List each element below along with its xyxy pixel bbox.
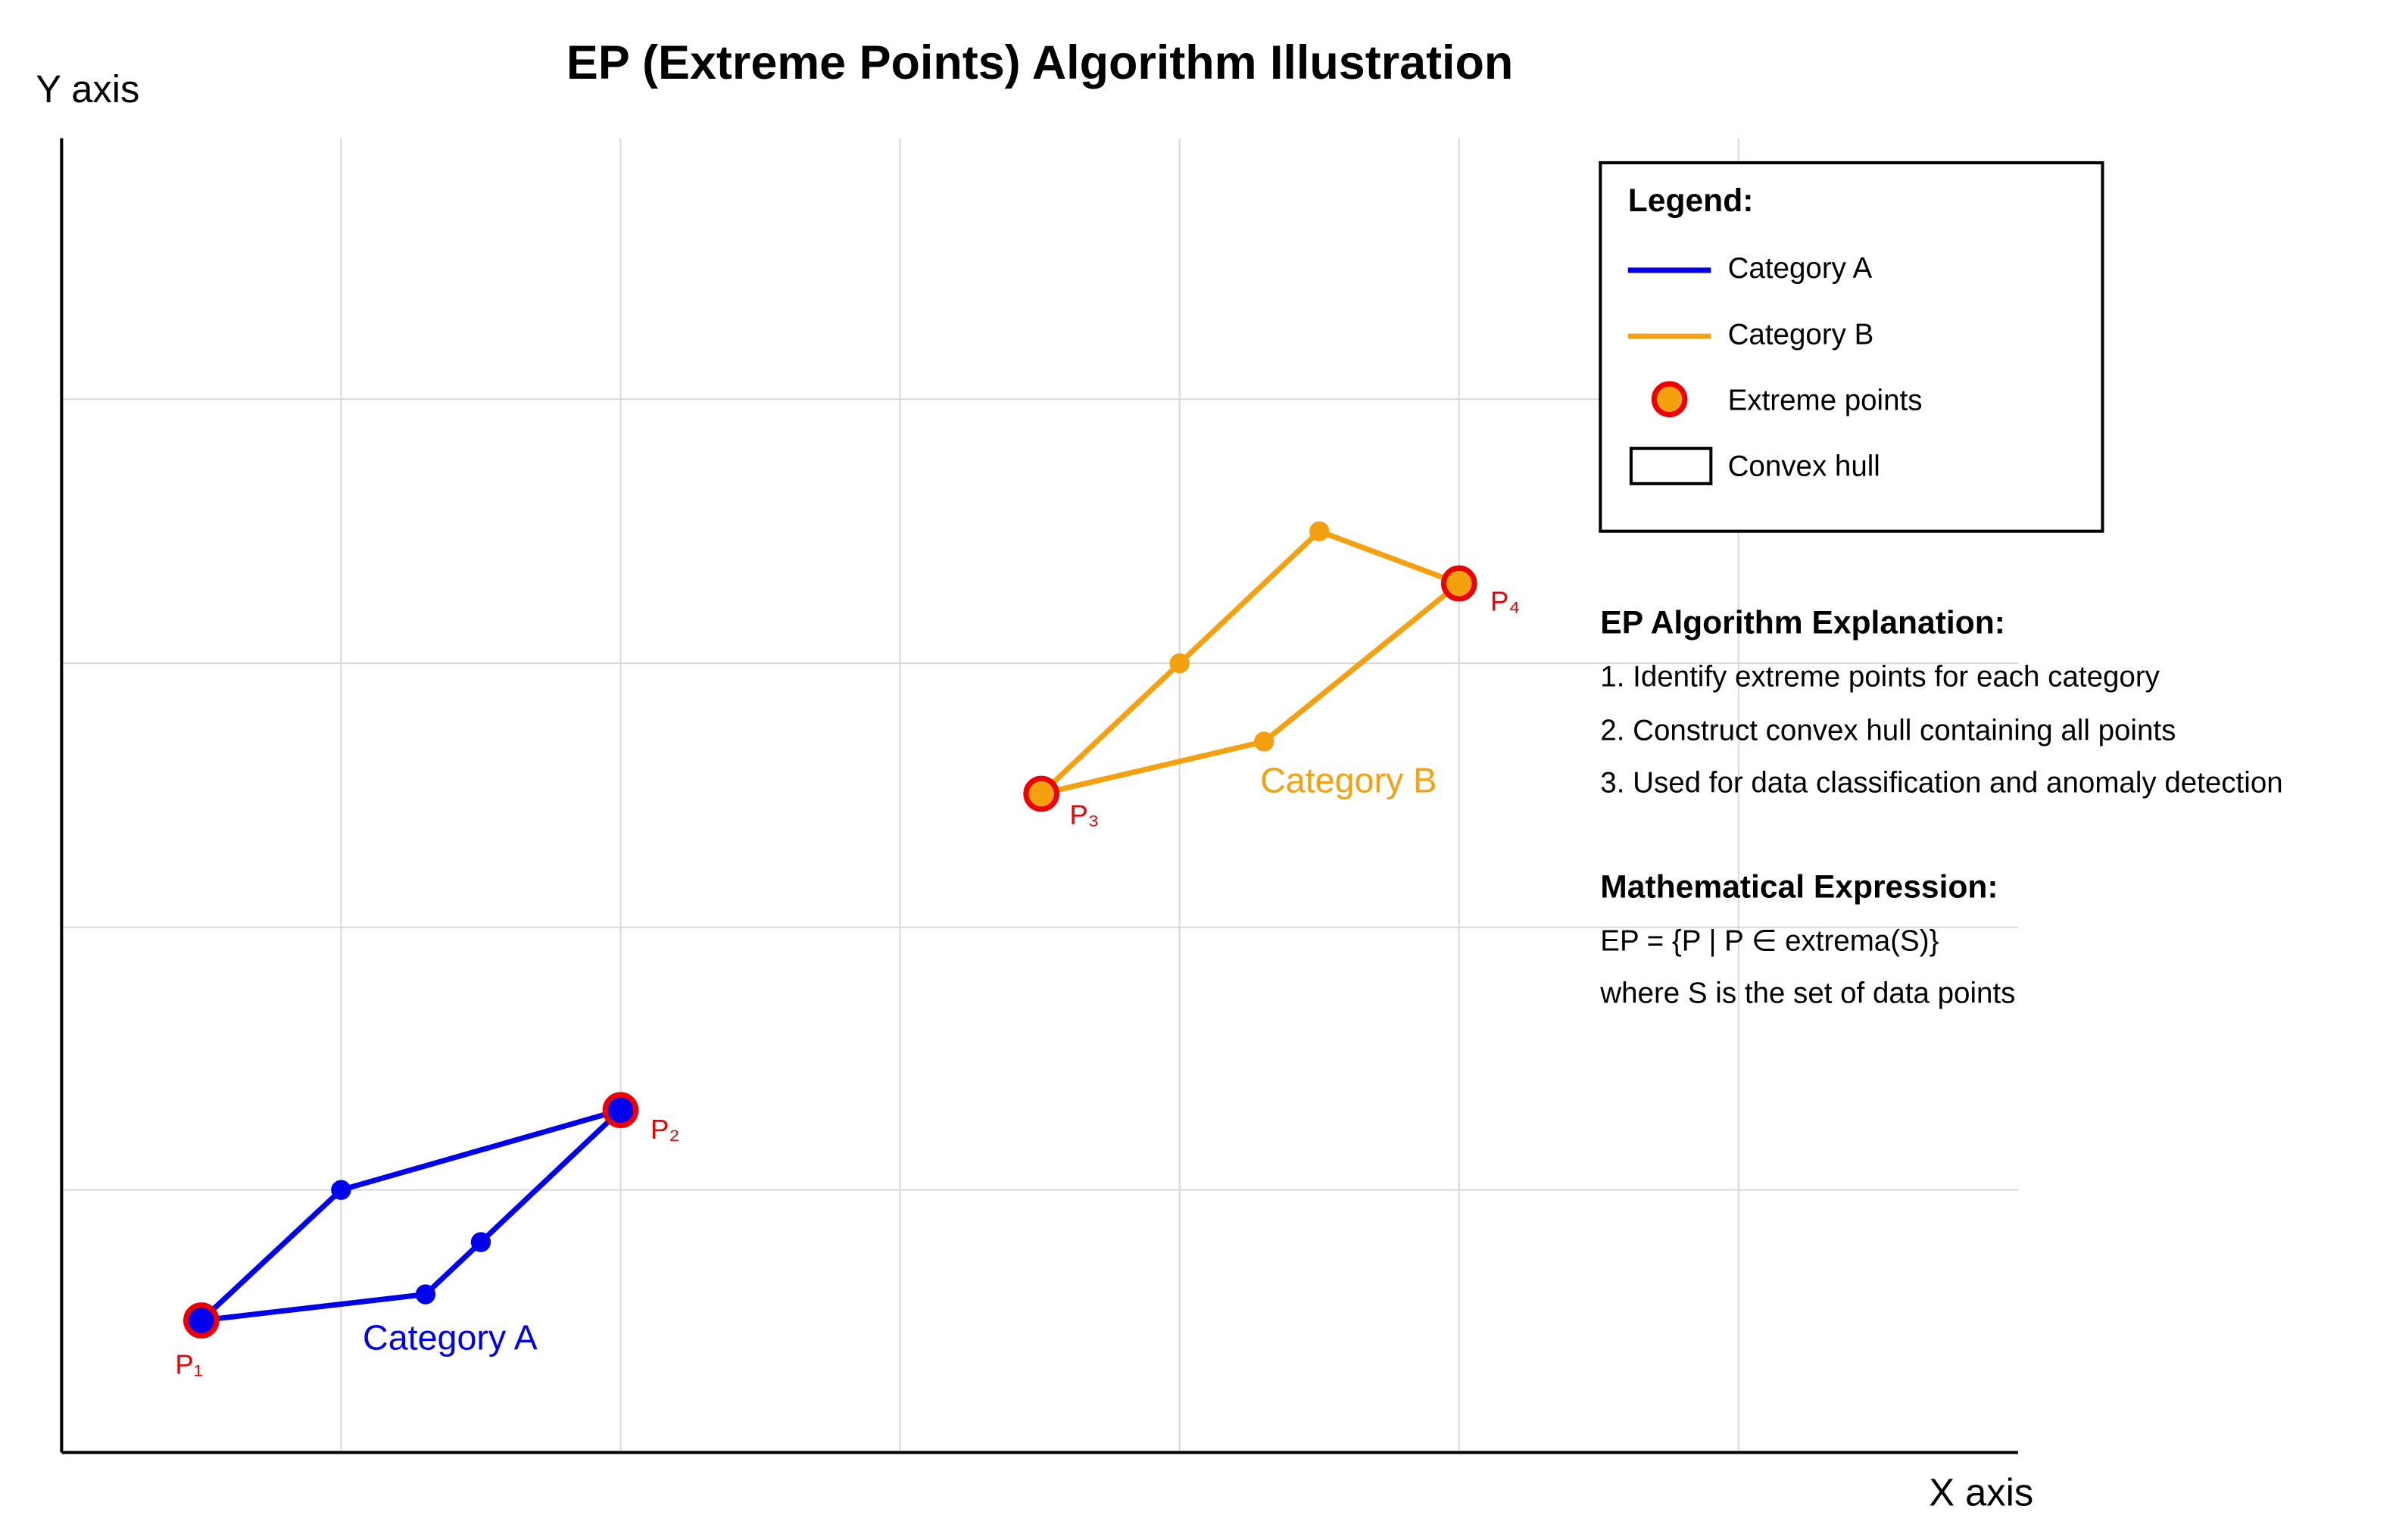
hull-a	[193, 1107, 622, 1324]
math-title: Mathematical Expression:	[1600, 868, 1998, 905]
explanation-step: 2. Construct convex hull containing all …	[1600, 714, 2176, 747]
point-label: P₁	[175, 1348, 203, 1379]
title: EP (Extreme Points) Algorithm Illustrati…	[566, 36, 1513, 89]
category-label: Category A	[363, 1318, 538, 1358]
points-a	[331, 1180, 491, 1305]
legend-item: Convex hull	[1728, 450, 1880, 483]
legend-item: Category A	[1728, 252, 1873, 285]
y-axis-label: Y axis	[36, 67, 139, 111]
category-label: Category B	[1260, 761, 1437, 800]
x-axis-label: X axis	[1929, 1471, 2033, 1514]
extreme-point	[1023, 775, 1059, 812]
legend: Legend: Category A Category B Extreme po…	[1599, 161, 2104, 533]
point-label: P₃	[1069, 799, 1099, 830]
extreme-point	[1440, 565, 1477, 602]
explanation-title: EP Algorithm Explanation:	[1600, 605, 2005, 641]
legend-title: Legend:	[1628, 182, 1754, 219]
legend-item: Extreme points	[1728, 384, 1923, 416]
extreme-point	[602, 1092, 639, 1129]
explanation-step: 1. Identify extreme points for each cate…	[1600, 661, 2160, 694]
point-label: P₂	[650, 1114, 680, 1145]
math-line: EP = {P | P ∈ extrema(S)}	[1600, 924, 1939, 957]
point-label: P₄	[1490, 586, 1520, 617]
extreme-point	[183, 1302, 220, 1339]
hull-b	[1032, 528, 1465, 799]
legend-item: Category B	[1728, 318, 1874, 351]
math-line: where S is the set of data points	[1599, 977, 2015, 1009]
explanation-step: 3. Used for data classification and anom…	[1600, 766, 2282, 799]
points-b	[1169, 521, 1330, 752]
